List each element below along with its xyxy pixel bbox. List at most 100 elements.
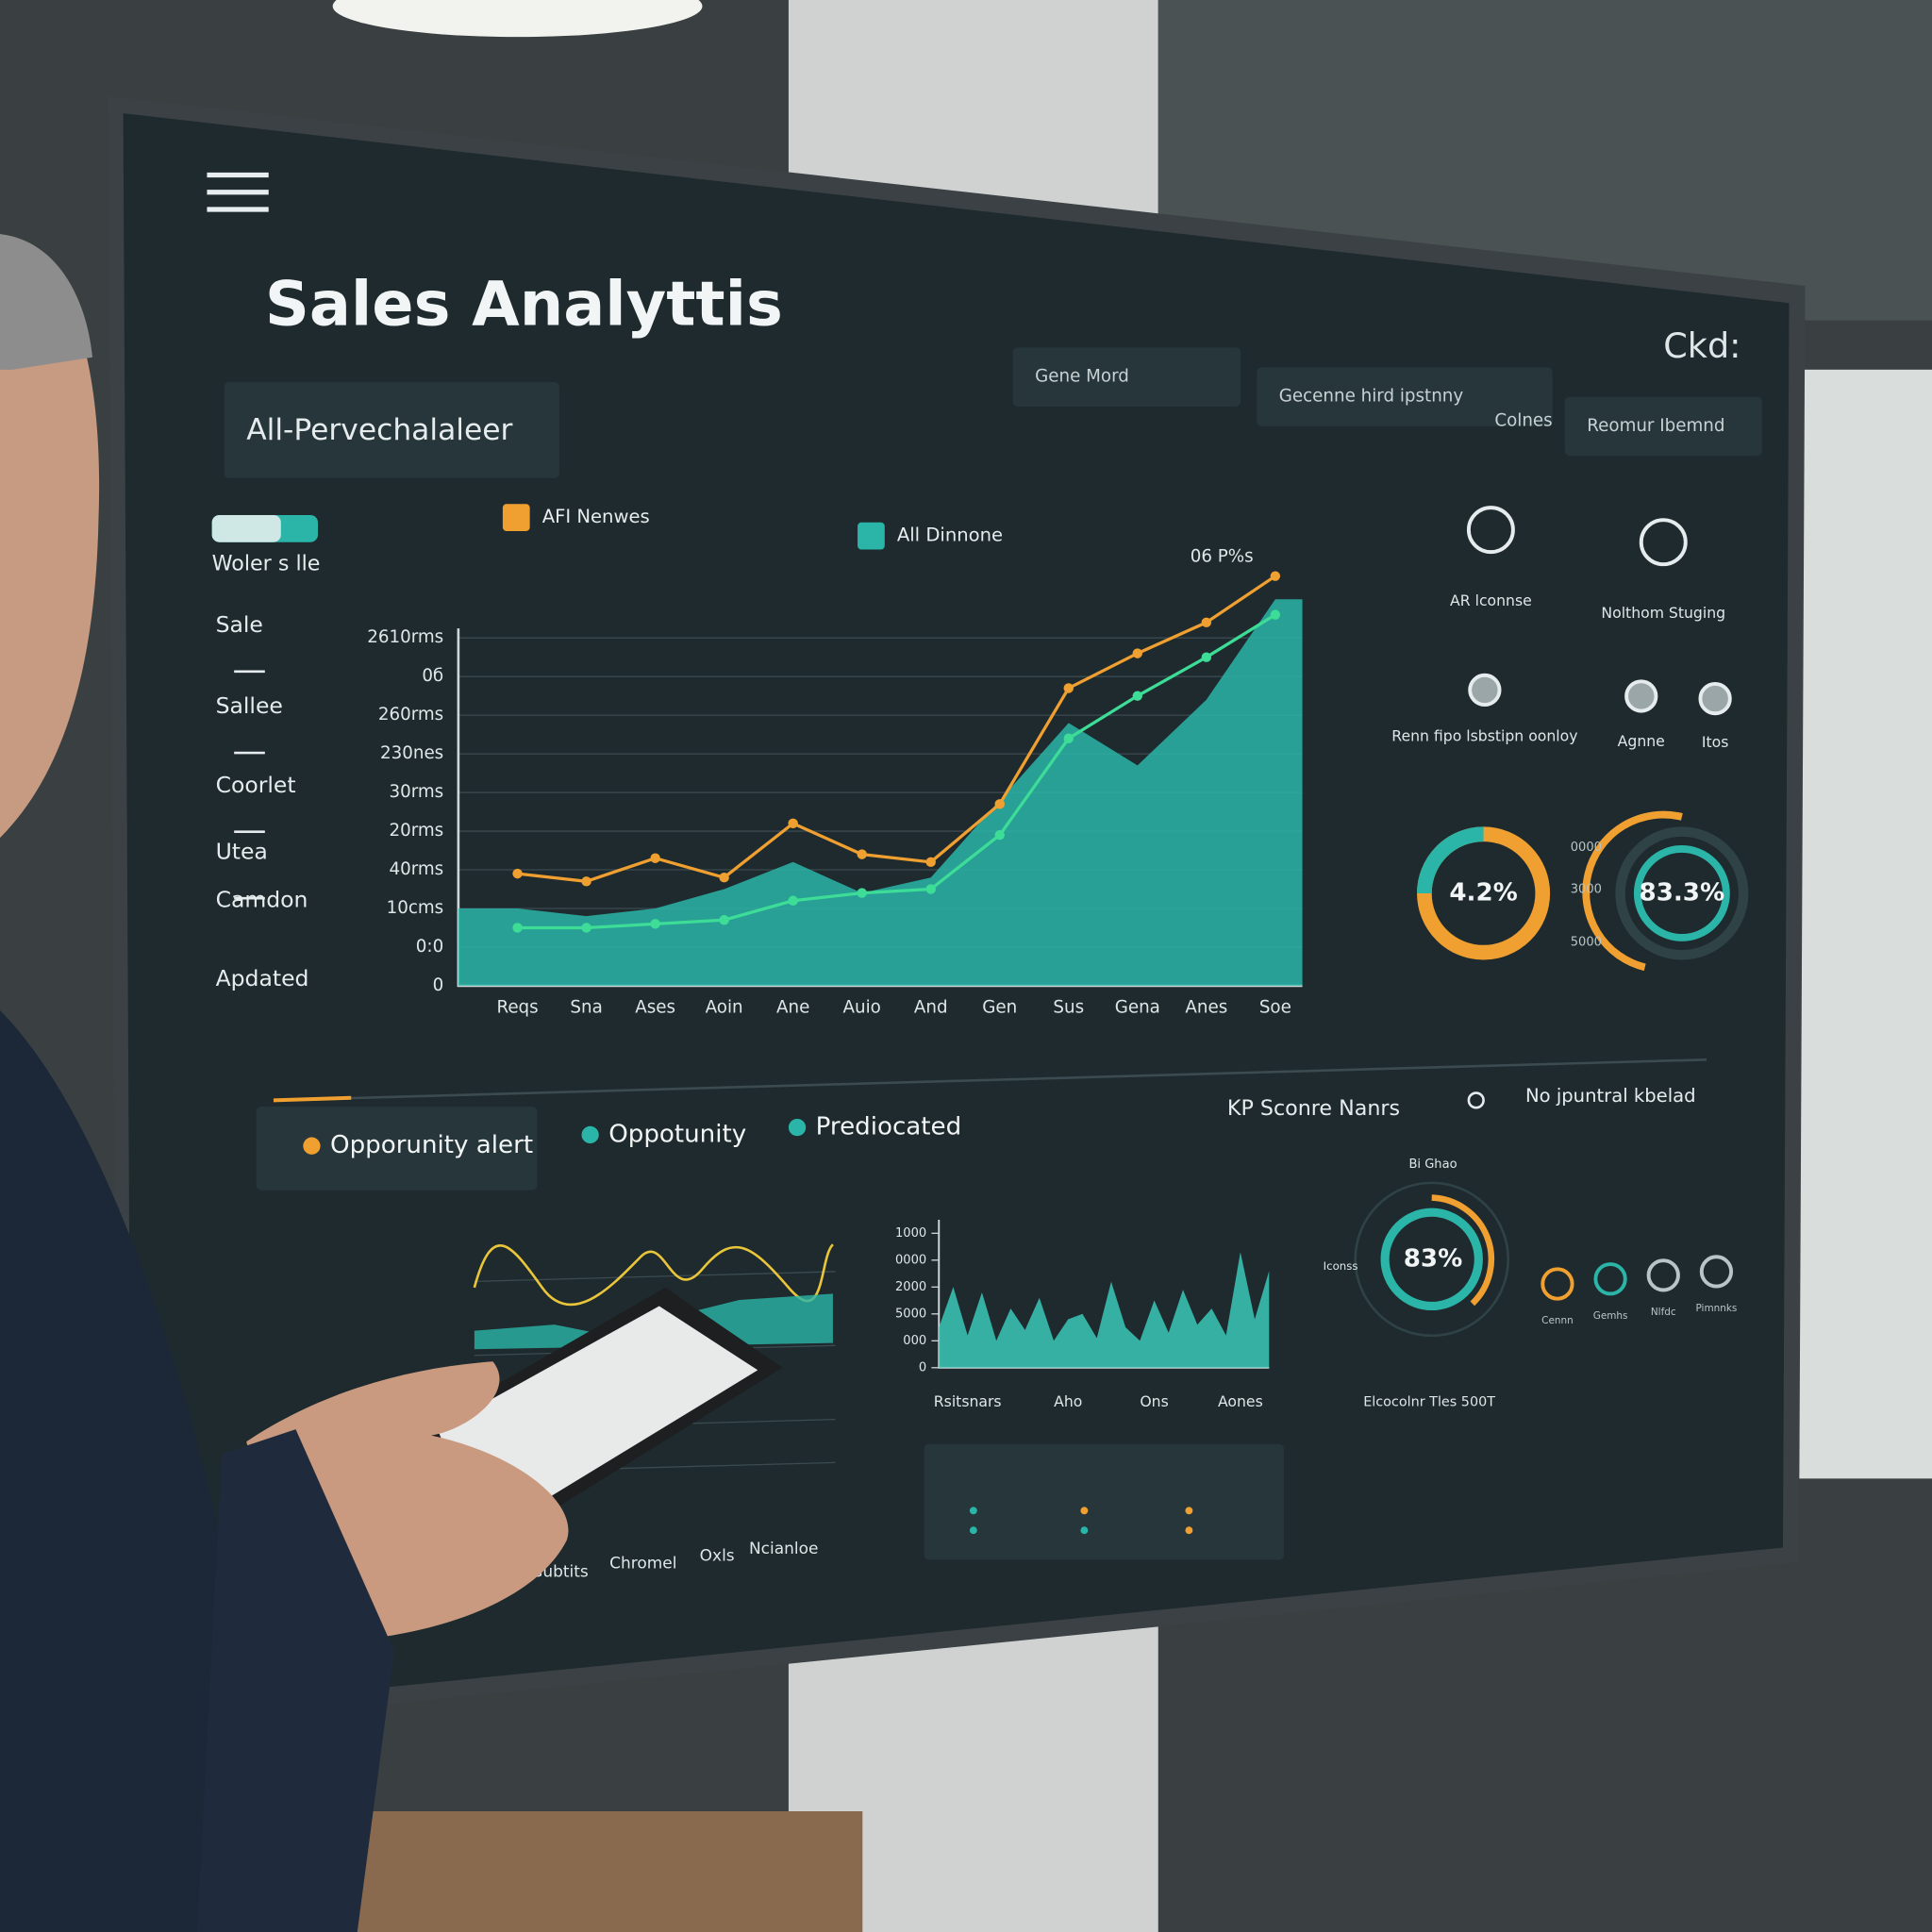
x-tick-label: Reqs <box>496 997 538 1017</box>
legend-swatch <box>858 522 885 550</box>
point <box>650 853 660 863</box>
point <box>1270 571 1281 581</box>
y-tick-label: 5000 <box>895 1307 926 1321</box>
toolbar-button[interactable] <box>1257 367 1553 426</box>
tab[interactable] <box>256 1106 538 1191</box>
tab-label[interactable]: Oppotunity <box>608 1120 746 1148</box>
kpi-value: 83% <box>1404 1244 1463 1273</box>
toggle-label: Woler s lle <box>212 552 321 576</box>
x-tick-label: Gena <box>1115 997 1160 1017</box>
point <box>512 868 523 879</box>
icon[interactable] <box>1468 673 1502 708</box>
legend-dot <box>1185 1526 1193 1535</box>
point <box>581 923 591 933</box>
brand: Ckd: <box>1663 325 1740 366</box>
icon[interactable] <box>1698 681 1732 716</box>
point <box>1132 648 1143 658</box>
kpi-ring <box>1354 1181 1509 1338</box>
gauge-value: 4.2% <box>1449 878 1517 907</box>
icon[interactable] <box>1466 506 1515 555</box>
search-icon[interactable] <box>1467 1091 1485 1109</box>
sidebar-item[interactable]: Sallee <box>216 692 283 719</box>
gauge-value: 83.3% <box>1640 878 1725 907</box>
sidebar-item[interactable]: Utea <box>216 838 268 864</box>
legend-label: AFI Nenwes <box>542 506 650 527</box>
y-tick-label: 0:0 <box>416 937 443 957</box>
y-tick-label: 230nes <box>380 743 443 763</box>
legend-panel <box>924 1443 1284 1560</box>
y-tick-label: 10cms <box>387 898 444 918</box>
gauge-ring <box>1615 826 1749 960</box>
area <box>939 1252 1270 1368</box>
kpi-ring <box>1431 1194 1495 1307</box>
gauge-scale: 3000 <box>1571 883 1602 897</box>
point <box>994 829 1005 841</box>
kpi-title: KP Sconre Nanrs <box>1227 1096 1400 1121</box>
sidebar-item[interactable]: Camdon <box>216 886 308 912</box>
badge[interactable] <box>1541 1267 1574 1301</box>
badge[interactable] <box>1699 1255 1734 1289</box>
tab-icon <box>303 1137 321 1155</box>
sidebar-item[interactable]: Coorlet <box>216 772 296 798</box>
person-arm <box>196 1429 394 1932</box>
x-tick-label: Ane <box>776 997 809 1017</box>
point <box>994 799 1005 809</box>
point <box>857 849 867 859</box>
line <box>517 613 1276 930</box>
point <box>1270 609 1281 620</box>
badge[interactable] <box>1646 1258 1680 1292</box>
tab-label[interactable]: Prediocated <box>816 1113 962 1141</box>
legend-dot <box>969 1507 977 1515</box>
x-tick-label: Rsitsnars <box>934 1392 1002 1410</box>
toolbar-button[interactable] <box>1012 347 1241 408</box>
gauge-scale: 5000 <box>1571 936 1602 950</box>
badge-label: Gemhs <box>1593 1310 1628 1322</box>
y-tick-label: 20rms <box>389 821 443 841</box>
point <box>1063 683 1074 693</box>
badge[interactable] <box>1593 1262 1627 1296</box>
legend-dot <box>1080 1507 1089 1515</box>
dashboard: Sales Analyttis All-Pervechalaleer Ckd: Gen… <box>207 172 1762 1582</box>
point <box>719 915 729 925</box>
x-tick-label: And <box>914 997 948 1017</box>
person-hair <box>0 234 92 370</box>
point <box>650 919 660 929</box>
icon-label: Itos <box>1702 733 1729 751</box>
x-tick-label: Aones <box>1218 1392 1263 1410</box>
x-tick-label: Oxls <box>700 1547 735 1566</box>
y-tick-label: 000 <box>903 1334 926 1348</box>
legend-dot <box>1080 1526 1089 1535</box>
y-tick-label: 40rms <box>389 859 443 879</box>
dropdown[interactable] <box>224 381 559 478</box>
badge-label: Pimnnks <box>1695 1303 1737 1314</box>
icon-label: Renn fipo lsbstipn oonloy <box>1391 727 1577 745</box>
toolbar-button[interactable] <box>1564 396 1762 457</box>
icon[interactable] <box>1624 679 1658 713</box>
x-tick-label: Anes <box>1185 997 1227 1017</box>
point <box>512 923 523 933</box>
ceiling-light <box>332 0 703 38</box>
legend-swatch <box>502 504 530 531</box>
icon-label: Nolthom Stuging <box>1601 604 1725 622</box>
point <box>1201 617 1212 628</box>
sidebar-item[interactable]: Sale <box>216 611 263 638</box>
badge-label: Cennn <box>1541 1315 1574 1326</box>
gauge-ring <box>1582 810 1683 972</box>
y-tick-label: 0000 <box>895 1253 926 1267</box>
legend-dot <box>1185 1507 1193 1515</box>
icon[interactable] <box>1639 518 1688 567</box>
point <box>788 895 798 906</box>
series-area <box>474 1293 833 1350</box>
tab-indicator <box>273 1095 352 1103</box>
x-tick-label: Chromel <box>609 1554 676 1573</box>
tab-label[interactable]: Opporunity alert <box>330 1131 533 1159</box>
foreground <box>0 234 783 1932</box>
kpi-left: Iconss <box>1324 1259 1358 1273</box>
gauge-ring <box>1417 826 1484 894</box>
legend-dot <box>969 1526 977 1535</box>
badge-label: Nlfdc <box>1651 1307 1676 1318</box>
icon-label: Agnne <box>1618 732 1665 750</box>
sidebar-item[interactable]: Apdated <box>216 965 309 991</box>
menu-icon <box>207 172 269 212</box>
